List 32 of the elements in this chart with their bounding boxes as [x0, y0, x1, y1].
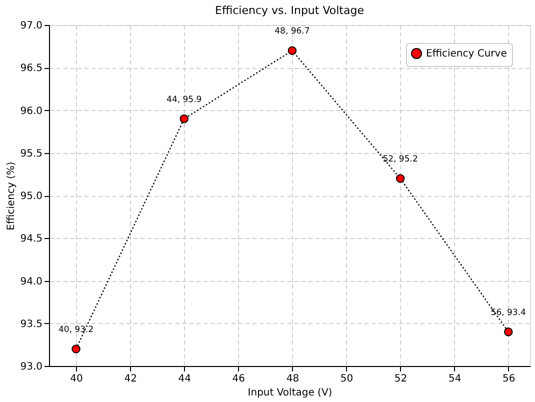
chart-title: Efficiency vs. Input Voltage [215, 4, 364, 17]
x-tick-label: 50 [340, 374, 354, 384]
legend-label: Efficiency Curve [426, 48, 507, 60]
y-tick-label: 94.5 [20, 234, 42, 245]
x-tick-label: 56 [502, 374, 516, 384]
y-axis-title: Efficiency (%) [6, 162, 18, 230]
y-tick-label: 97.0 [20, 20, 42, 32]
point [72, 344, 80, 354]
x-tick-label: 46 [232, 374, 246, 384]
point [504, 328, 513, 336]
y-tick-label: 94.0 [20, 276, 42, 288]
point [180, 114, 188, 124]
x-tick-label: 52 [394, 374, 408, 384]
y-tick-label: 95.0 [20, 191, 42, 202]
x-axis-title: Input Voltage (V) [248, 388, 332, 398]
y-tick-label: 93.5 [20, 318, 42, 330]
point [396, 174, 405, 183]
y-tick-label: 96.5 [20, 63, 42, 74]
x-tick-label: 48 [286, 374, 300, 384]
annotation: 56, 93.4 [490, 308, 526, 318]
annotation: 44, 95.9 [166, 94, 202, 105]
annotation: 52, 95.2 [382, 154, 418, 164]
y-tick-label: 93.0 [20, 362, 42, 372]
annotation: 48, 96.7 [274, 26, 310, 37]
point [288, 46, 297, 55]
x-tick-label: 54 [448, 374, 462, 384]
x-tick-label: 40 [70, 374, 83, 384]
annotation: 40, 93.2 [58, 324, 94, 335]
y-tick-label: 96.0 [20, 106, 42, 117]
x-tick-label: 44 [178, 374, 191, 384]
y-tick-label: 95.5 [20, 148, 42, 160]
x-tick-label: 42 [124, 374, 137, 384]
